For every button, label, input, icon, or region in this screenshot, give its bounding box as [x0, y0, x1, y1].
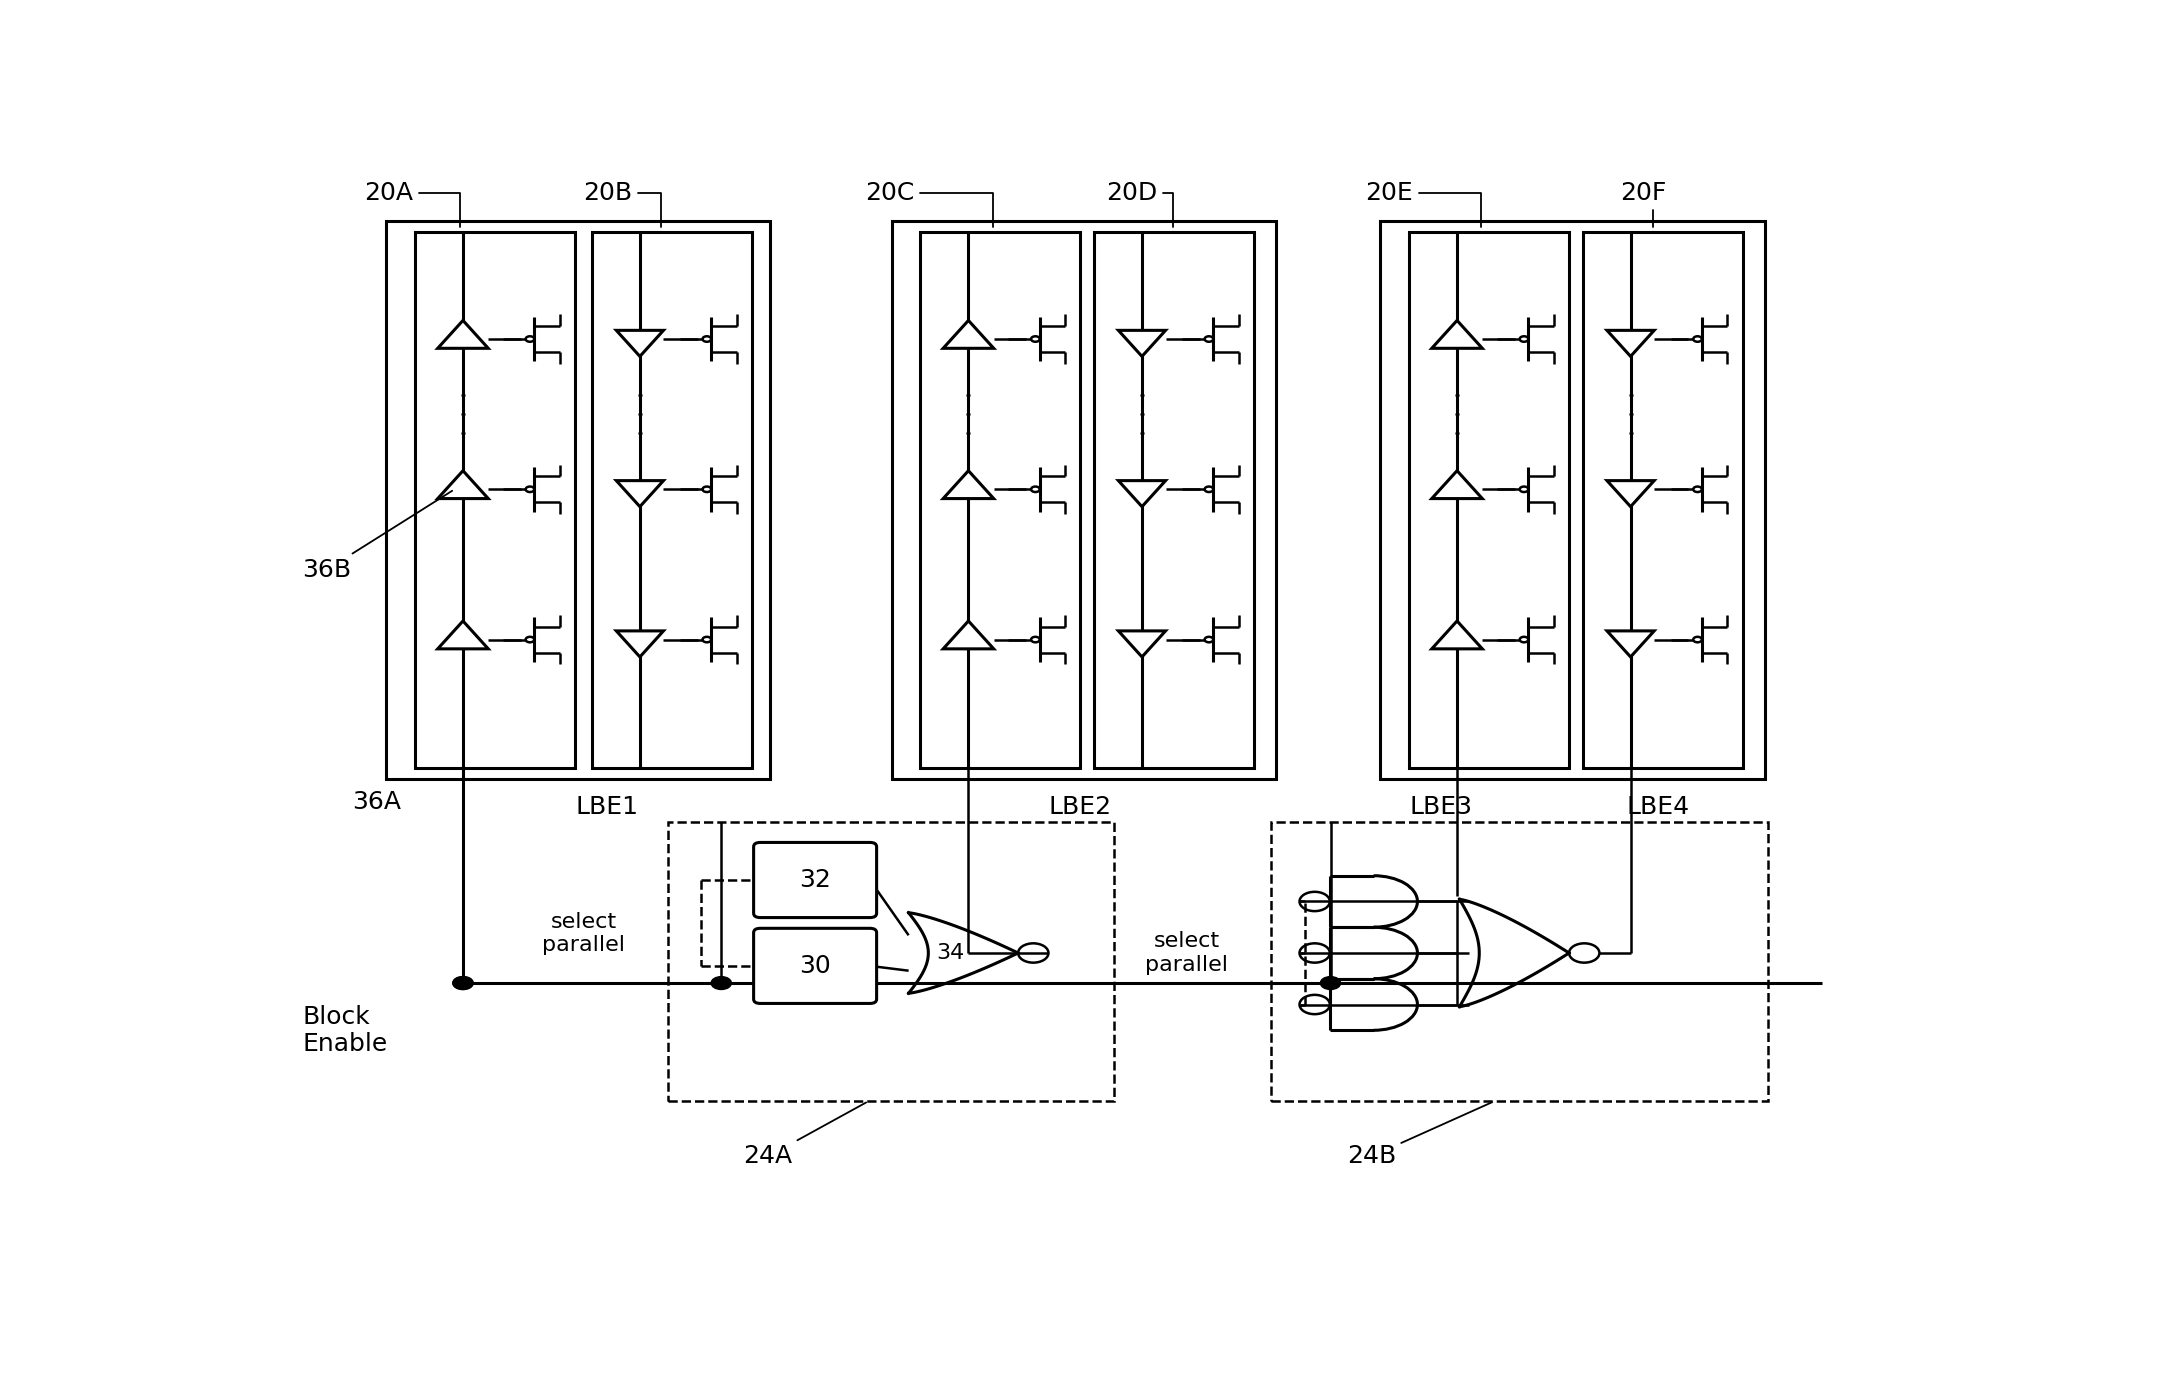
Polygon shape [1607, 631, 1654, 657]
Text: 20D: 20D [1107, 181, 1174, 227]
Bar [1272, 822, 1767, 1101]
Bar [1380, 220, 1765, 779]
Bar [591, 231, 752, 768]
Text: 32: 32 [800, 868, 830, 892]
Polygon shape [615, 330, 663, 357]
Text: 24B: 24B [1346, 1103, 1491, 1168]
Polygon shape [615, 481, 663, 506]
Polygon shape [944, 321, 994, 348]
Polygon shape [1433, 620, 1483, 648]
Polygon shape [1433, 321, 1483, 348]
Polygon shape [1117, 481, 1165, 506]
Text: 36B: 36B [302, 491, 452, 581]
Text: 20A: 20A [365, 181, 461, 227]
FancyBboxPatch shape [754, 842, 876, 917]
Polygon shape [1117, 631, 1165, 657]
Text: Block
Enable: Block Enable [302, 1005, 387, 1057]
Bar [920, 231, 1080, 768]
Text: 34: 34 [937, 942, 965, 963]
Polygon shape [1607, 330, 1654, 357]
Polygon shape [615, 631, 663, 657]
Bar [1409, 231, 1570, 768]
Circle shape [452, 977, 474, 990]
Bar [415, 231, 574, 768]
Circle shape [711, 977, 730, 990]
Circle shape [452, 977, 474, 990]
Text: LBE1: LBE1 [576, 795, 639, 820]
Text: 20F: 20F [1620, 181, 1665, 227]
Circle shape [1320, 977, 1341, 990]
Polygon shape [437, 321, 489, 348]
Text: 24A: 24A [744, 1103, 865, 1168]
FancyBboxPatch shape [754, 928, 876, 1004]
Polygon shape [944, 620, 994, 648]
Bar [667, 822, 1115, 1101]
Polygon shape [1607, 481, 1654, 506]
Polygon shape [437, 620, 489, 648]
Text: 20C: 20C [865, 181, 994, 227]
Text: 20B: 20B [583, 181, 661, 227]
Polygon shape [437, 471, 489, 499]
Polygon shape [1117, 330, 1165, 357]
Bar [1583, 231, 1744, 768]
Text: LBE3: LBE3 [1409, 795, 1472, 820]
Polygon shape [944, 471, 994, 499]
Bar [891, 220, 1276, 779]
Bar [387, 220, 770, 779]
Text: select
parallel: select parallel [541, 912, 624, 955]
Text: select
parallel: select parallel [1146, 931, 1228, 974]
Bar [1094, 231, 1254, 768]
Polygon shape [1433, 471, 1483, 499]
Text: 30: 30 [800, 953, 830, 977]
Text: LBE2: LBE2 [1048, 795, 1113, 820]
Text: LBE4: LBE4 [1626, 795, 1689, 820]
Text: 20E: 20E [1365, 181, 1480, 227]
Text: 36A: 36A [352, 790, 402, 814]
